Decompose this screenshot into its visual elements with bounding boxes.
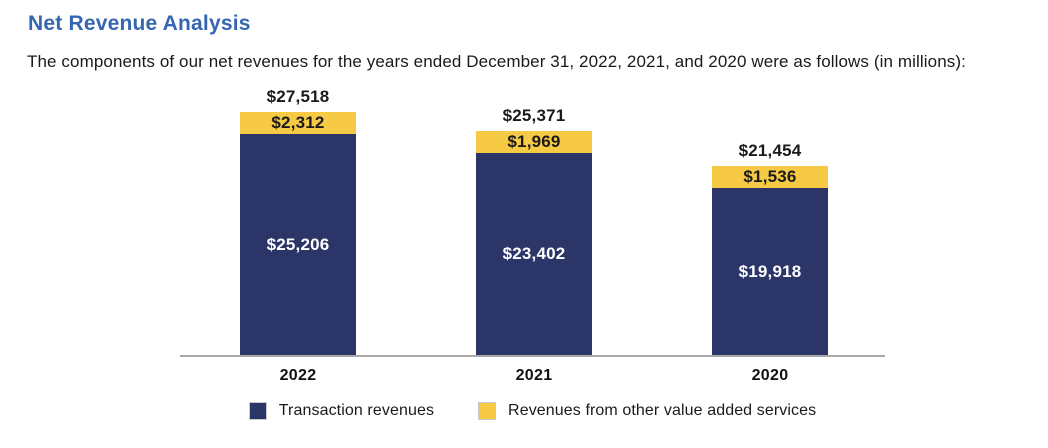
x-axis-category-label: 2021 <box>515 367 553 384</box>
page-title: Net Revenue Analysis <box>28 12 251 35</box>
bar-total-label: $25,371 <box>502 106 566 125</box>
legend-swatch-icon <box>478 402 497 420</box>
legend-item: Revenues from other value added services <box>478 402 816 420</box>
x-axis-category-label: 2020 <box>751 367 789 384</box>
legend-label: Transaction revenues <box>278 402 435 419</box>
bar-segment-transaction-revenues: $19,918 <box>712 188 828 355</box>
legend-item: Transaction revenues <box>248 402 435 420</box>
bar-total-label: $21,454 <box>738 141 802 160</box>
bar-total-label: $27,518 <box>266 87 330 106</box>
x-axis-category-label: 2022 <box>279 367 317 384</box>
legend-label: Revenues from other value added services <box>508 402 817 419</box>
chart-legend: Transaction revenues Revenues from other … <box>180 402 885 420</box>
bar-segment-other-value-added-services: $2,312 <box>240 112 356 134</box>
bar-segment-transaction-revenues: $23,402 <box>476 153 592 355</box>
bar-segment-transaction-revenues: $25,206 <box>240 134 356 355</box>
bar-segment-other-value-added-services: $1,969 <box>476 131 592 153</box>
bar-segment-other-value-added-services: $1,536 <box>712 166 828 188</box>
x-axis-line <box>180 355 885 357</box>
legend-swatch-icon <box>248 402 267 420</box>
page-subtitle: The components of our net revenues for t… <box>27 52 966 71</box>
